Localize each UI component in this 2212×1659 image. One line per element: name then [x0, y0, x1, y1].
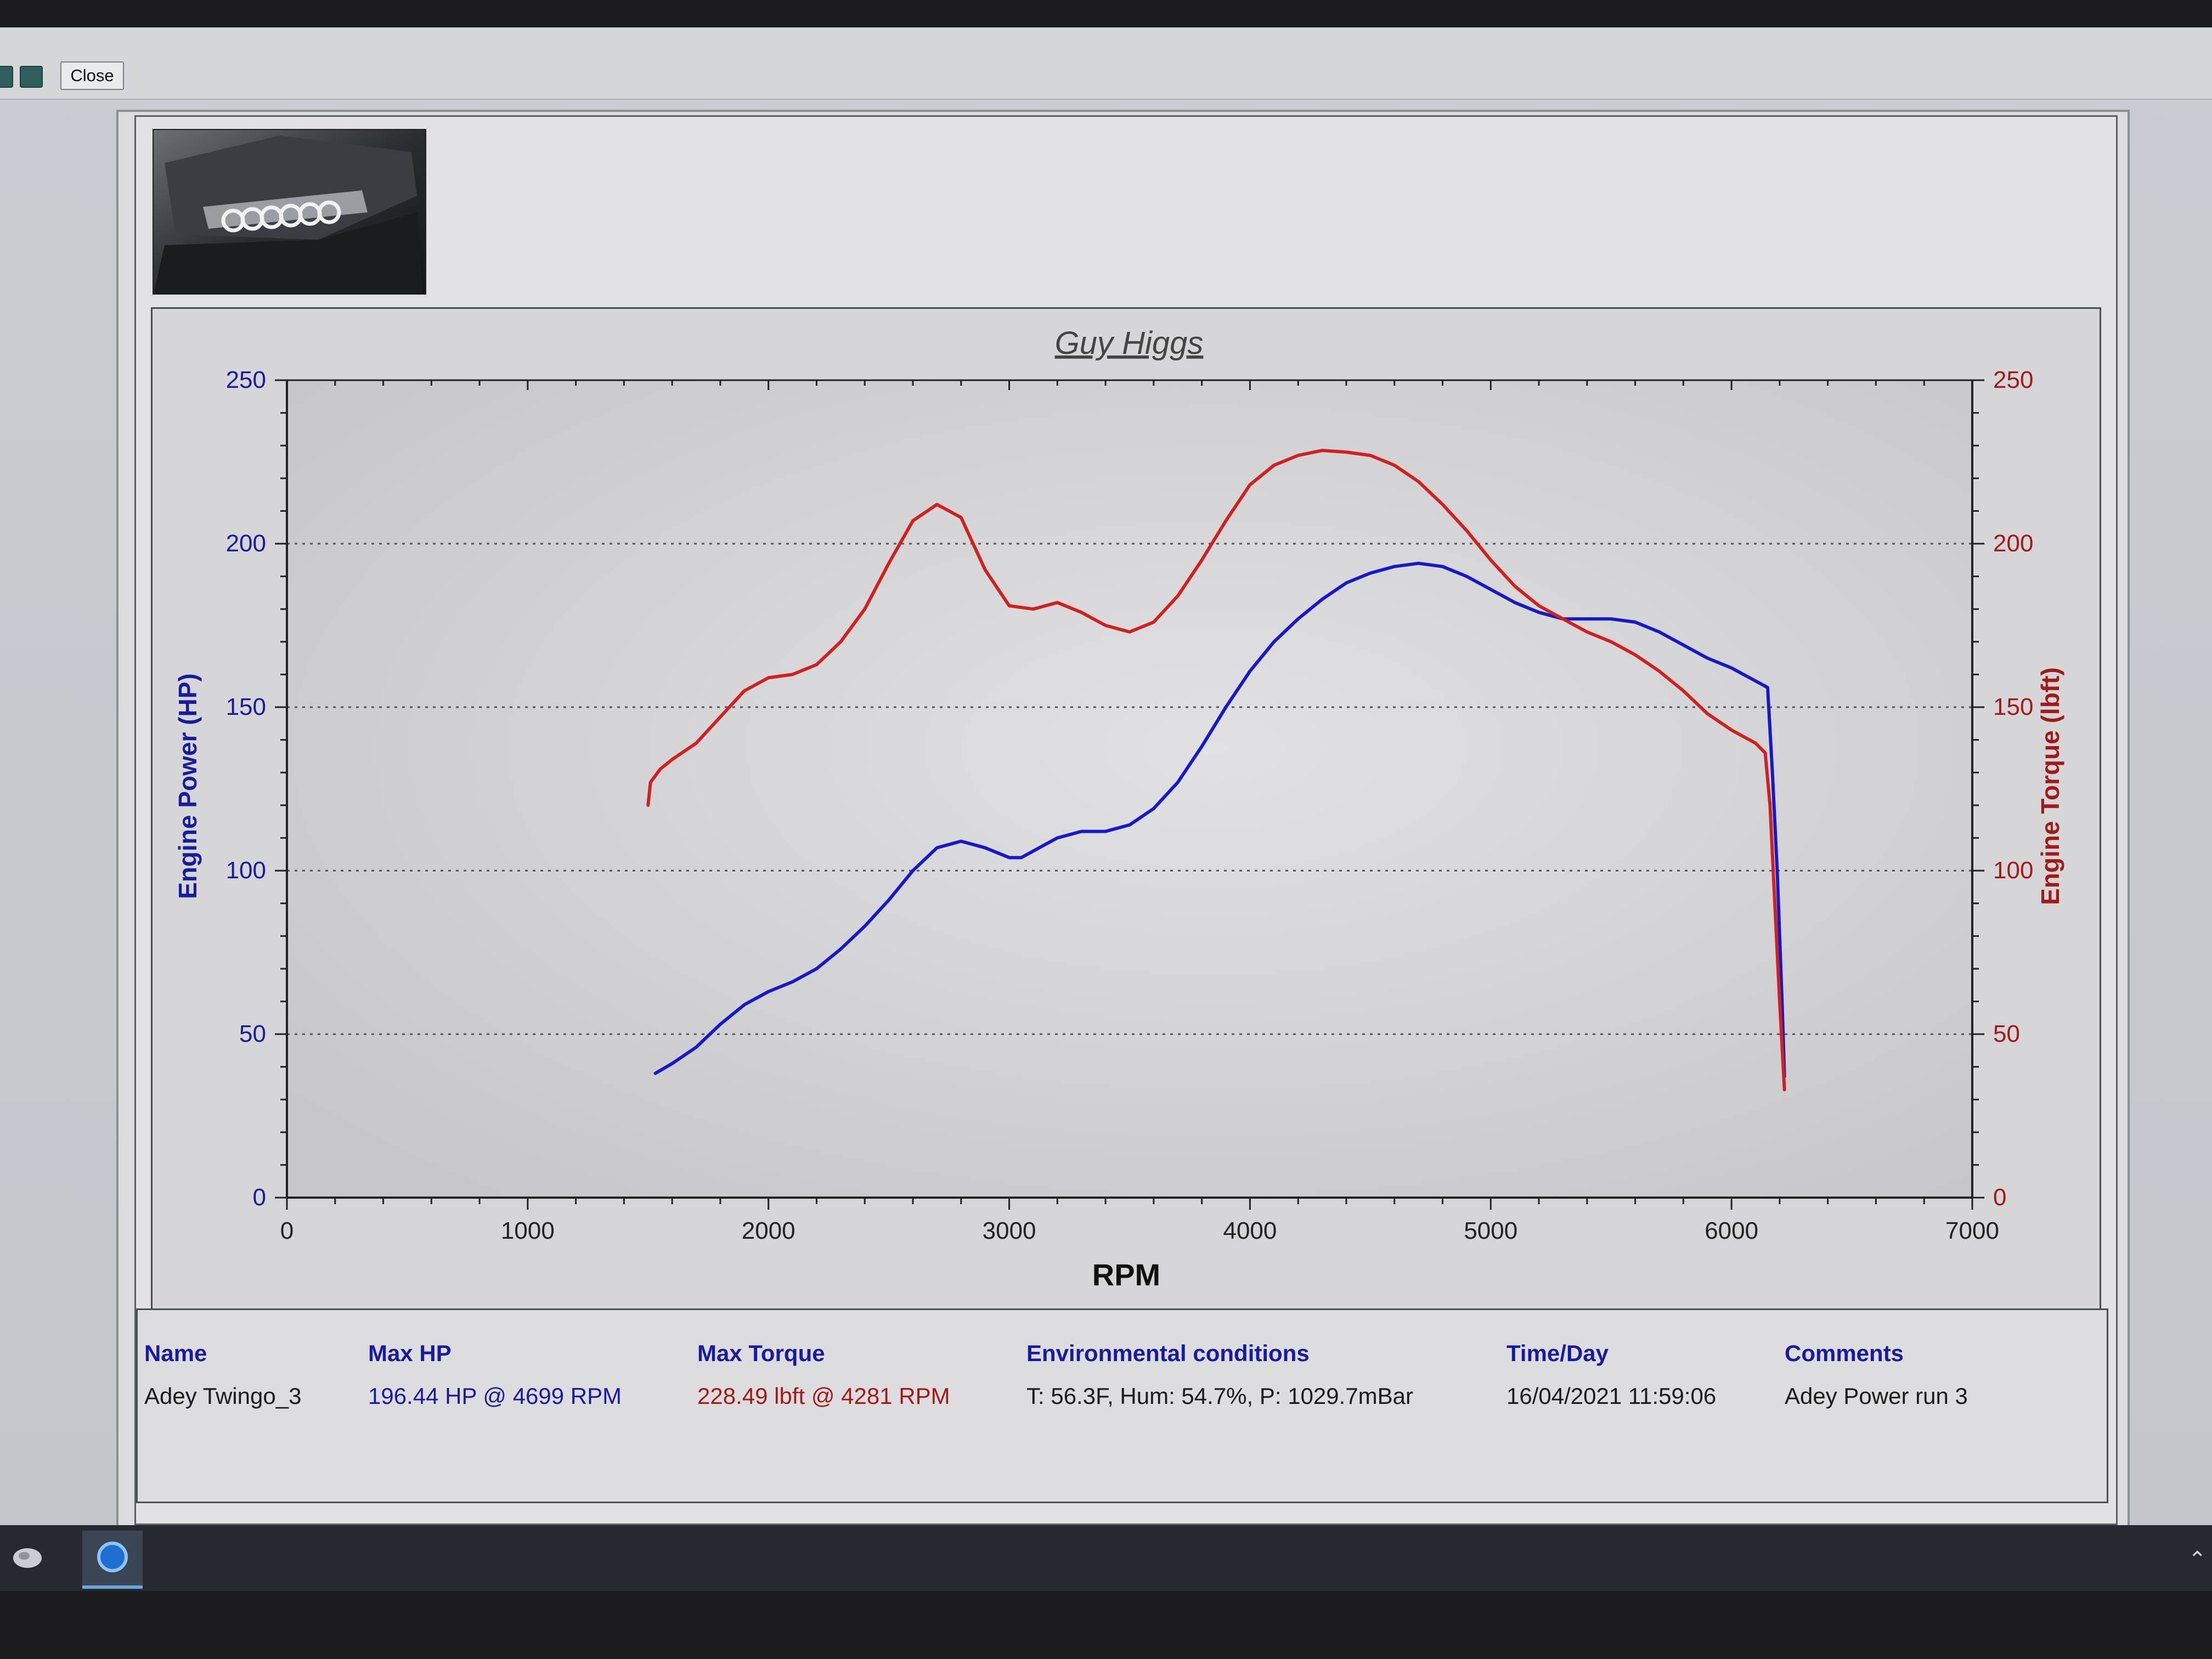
info-environment: Environmental conditions T: 56.3F, Hum: …: [1026, 1340, 1413, 1409]
close-button[interactable]: Close: [60, 61, 124, 90]
toolbar-square-icon[interactable]: [0, 66, 13, 88]
engine-photo: [153, 129, 426, 295]
name-value: Adey Twingo_3: [144, 1383, 302, 1409]
time-header: Time/Day: [1506, 1340, 1609, 1366]
environment-header: Environmental conditions: [1026, 1340, 1310, 1366]
toolbar-square-icon[interactable]: [20, 66, 43, 88]
dyno-app-icon[interactable]: [82, 1531, 143, 1589]
y-tick-label-right: 100: [1993, 857, 2033, 884]
environment-value: T: 56.3F, Hum: 54.7%, P: 1029.7mBar: [1026, 1383, 1414, 1409]
dyno-chart: 0 1000 2000 3000 4000 5000 6000 700005010015020…: [173, 325, 2064, 1292]
time-value: 16/04/2021 11:59:06: [1506, 1383, 1717, 1409]
run-info-panel: Name Adey Twingo_3 Max HP 196.44 HP @ 46…: [136, 1308, 2108, 1503]
y-axis-left-label: Engine Power (HP): [173, 673, 202, 899]
x-tick-label: 5000: [1464, 1217, 1517, 1244]
info-time: Time/Day 16/04/2021 11:59:06: [1506, 1340, 1716, 1409]
max-torque-header: Max Torque: [697, 1340, 825, 1366]
info-max-torque: Max Torque 228.49 lbft @ 4281 RPM: [697, 1340, 950, 1409]
comments-header: Comments: [1785, 1340, 1904, 1366]
y-tick-label-right: 250: [1993, 366, 2033, 393]
y-tick-label-right: 50: [1993, 1020, 2020, 1047]
y-tick-label-left: 200: [226, 530, 266, 557]
toolbar: Close: [0, 27, 2212, 100]
y-tick-label-right: 150: [1993, 693, 2033, 720]
max-hp-header: Max HP: [368, 1340, 452, 1366]
y-tick-label-right: 200: [1993, 530, 2033, 557]
y-axis-right-label: Engine Torque (lbft): [2036, 667, 2064, 905]
comments-value: Adey Power run 3: [1785, 1383, 1968, 1409]
y-tick-label-left: 150: [226, 693, 266, 720]
monitor-screen: Close: [0, 27, 2212, 1525]
info-comments: Comments Adey Power run 3: [1785, 1340, 1968, 1409]
x-tick-label: 1000: [501, 1217, 555, 1244]
max-torque-value: 228.49 lbft @ 4281 RPM: [697, 1383, 950, 1409]
y-tick-label-left: 50: [239, 1020, 266, 1047]
name-header: Name: [144, 1340, 207, 1366]
x-tick-label: 7000: [1945, 1217, 1999, 1244]
info-name: Name Adey Twingo_3: [144, 1340, 301, 1409]
max-hp-value: 196.44 HP @ 4699 RPM: [368, 1383, 622, 1409]
y-tick-label-left: 0: [253, 1184, 266, 1211]
y-tick-label-right: 0: [1993, 1184, 2006, 1211]
chart-title: Guy Higgs: [1055, 325, 1204, 361]
y-tick-label-left: 100: [226, 857, 266, 884]
torque-curve: [646, 449, 1786, 1092]
x-tick-label: 2000: [742, 1217, 795, 1244]
x-tick-label: 4000: [1223, 1217, 1277, 1244]
plot-area: [287, 380, 1972, 1198]
x-axis-label: RPM: [1092, 1257, 1160, 1292]
info-max-hp: Max HP 196.44 HP @ 4699 RPM: [368, 1340, 622, 1409]
taskbar: ⌃: [0, 1525, 2212, 1591]
chevron-up-icon[interactable]: ⌃: [2188, 1548, 2207, 1572]
x-tick-label: 3000: [983, 1217, 1036, 1244]
y-tick-label-left: 250: [226, 366, 266, 393]
power-curve: [653, 561, 1786, 1079]
x-tick-label: 6000: [1705, 1217, 1758, 1244]
x-tick-label: 0: [280, 1217, 294, 1244]
chart-panel: 0 1000 2000 3000 4000 5000 6000 7000 0 50 100 150 20…: [151, 307, 2101, 1333]
start-icon[interactable]: [11, 1542, 44, 1575]
